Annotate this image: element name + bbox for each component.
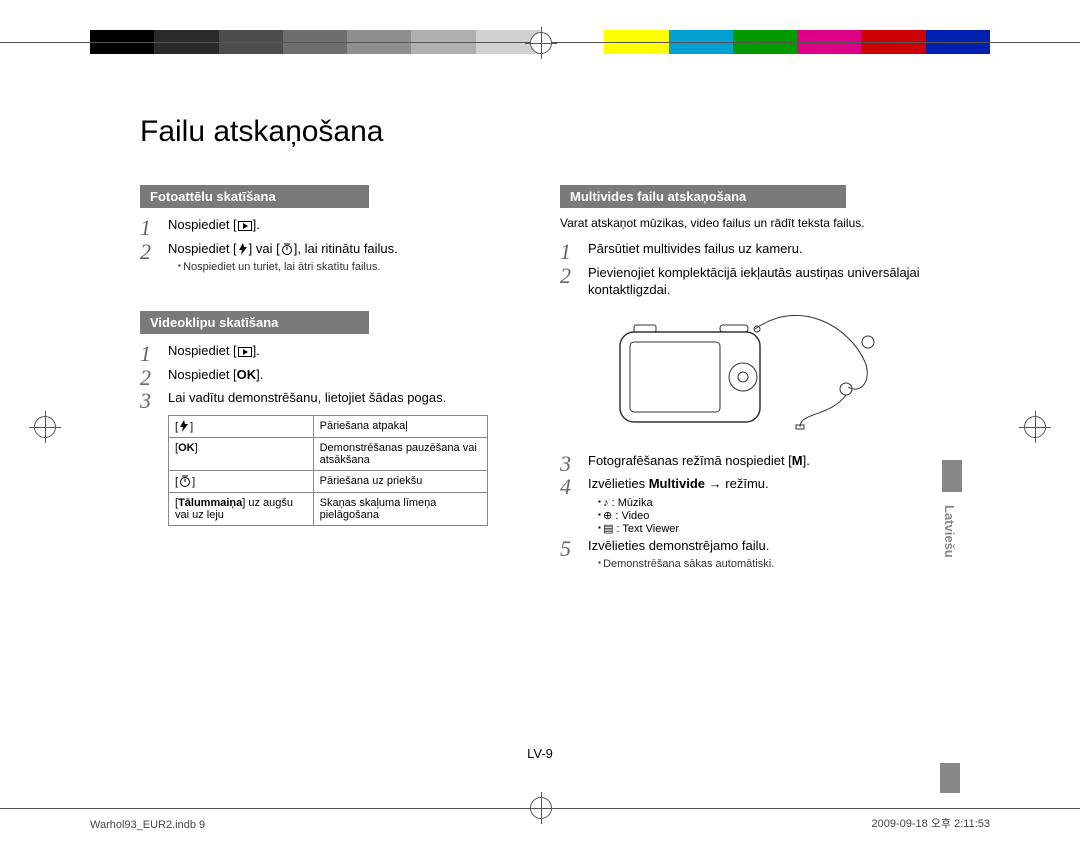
table-cell: Pāriešana uz priekšu <box>313 470 487 492</box>
play-icon <box>238 347 252 357</box>
multimedia-steps-5: Izvēlieties demonstrējamo failu. <box>560 537 940 555</box>
register-mark-right <box>1024 416 1046 438</box>
step: Fotografēšanas režīmā nospiediet [M]. <box>560 452 940 470</box>
language-label: Latviešu <box>942 492 957 566</box>
step: Nospiediet [] vai [], lai ritinātu failu… <box>140 240 520 258</box>
step: Izvēlieties Multivide → režīmu. <box>560 475 940 493</box>
table-cell: Demonstrēšanas pauzēšana vai atsākšana <box>313 437 487 470</box>
end-note: Demonstrēšana sākas automātiski. <box>560 558 940 570</box>
play-icon <box>238 221 252 231</box>
mode-item: ⊕ : Video <box>560 509 940 522</box>
flash-icon <box>238 243 248 255</box>
step: Nospiediet [OK]. <box>140 366 520 384</box>
mode-item: ▤ : Text Viewer <box>560 522 940 535</box>
table-cell: [] <box>169 415 314 437</box>
step: Pievienojiet komplektācijā iekļautās aus… <box>560 264 940 299</box>
timer-icon <box>281 243 293 255</box>
section-bar-multimedia: Multivides failu atskaņošana <box>560 185 846 208</box>
multimedia-intro: Varat atskaņot mūzikas, video failus un … <box>560 216 940 230</box>
page-title: Failu atskaņošana <box>140 115 940 149</box>
video-steps: Nospiediet []. Nospiediet [OK]. Lai vadī… <box>140 342 520 407</box>
photo-steps: Nospiediet []. Nospiediet [] vai [], lai… <box>140 216 520 257</box>
footer-right: 2009-09-18 오후 2:11:53 <box>871 815 990 831</box>
camera-illustration <box>560 307 940 442</box>
multimedia-steps-345: Fotografēšanas režīmā nospiediet [M]. Iz… <box>560 452 940 493</box>
controls-table: []Pāriešana atpakaļ[OK]Demonstrēšanas pa… <box>168 415 488 526</box>
table-cell: Pāriešana atpakaļ <box>313 415 487 437</box>
right-column: Multivides failu atskaņošana Varat atska… <box>560 179 940 578</box>
language-tab: Latviešu <box>942 460 962 580</box>
table-cell: [] <box>169 470 314 492</box>
table-cell: [OK] <box>169 437 314 470</box>
section-bar-video: Videoklipu skatīšana <box>140 311 369 334</box>
section-bar-photos: Fotoattēlu skatīšana <box>140 185 369 208</box>
register-mark-bottom <box>530 797 552 819</box>
thumb-mark <box>940 763 960 793</box>
register-mark-top <box>530 32 552 54</box>
step: Lai vadītu demonstrēšanu, lietojiet šāda… <box>140 389 520 407</box>
multimedia-steps-12: Pārsūtiet multivides failus uz kameru. P… <box>560 240 940 299</box>
mode-item: ♪ : Mūzika <box>560 497 940 509</box>
step: Pārsūtiet multivides failus uz kameru. <box>560 240 940 258</box>
table-cell: Skaņas skaļuma līmeņa pielāgošana <box>313 492 487 525</box>
table-cell: [Tālummaiņa] uz augšu vai uz leju <box>169 492 314 525</box>
step: Nospiediet []. <box>140 342 520 360</box>
page-content: Failu atskaņošana Fotoattēlu skatīšana N… <box>140 95 940 756</box>
left-column: Fotoattēlu skatīšana Nospiediet []. Nosp… <box>140 179 520 578</box>
register-mark-left <box>34 416 56 438</box>
photo-note: Nospiediet un turiet, lai ātri skatītu f… <box>140 261 520 273</box>
page-number: LV-9 <box>0 746 1080 761</box>
step: Nospiediet []. <box>140 216 520 234</box>
step: Izvēlieties demonstrējamo failu. <box>560 537 940 555</box>
footer-left: Warhol93_EUR2.indb 9 <box>90 819 205 831</box>
